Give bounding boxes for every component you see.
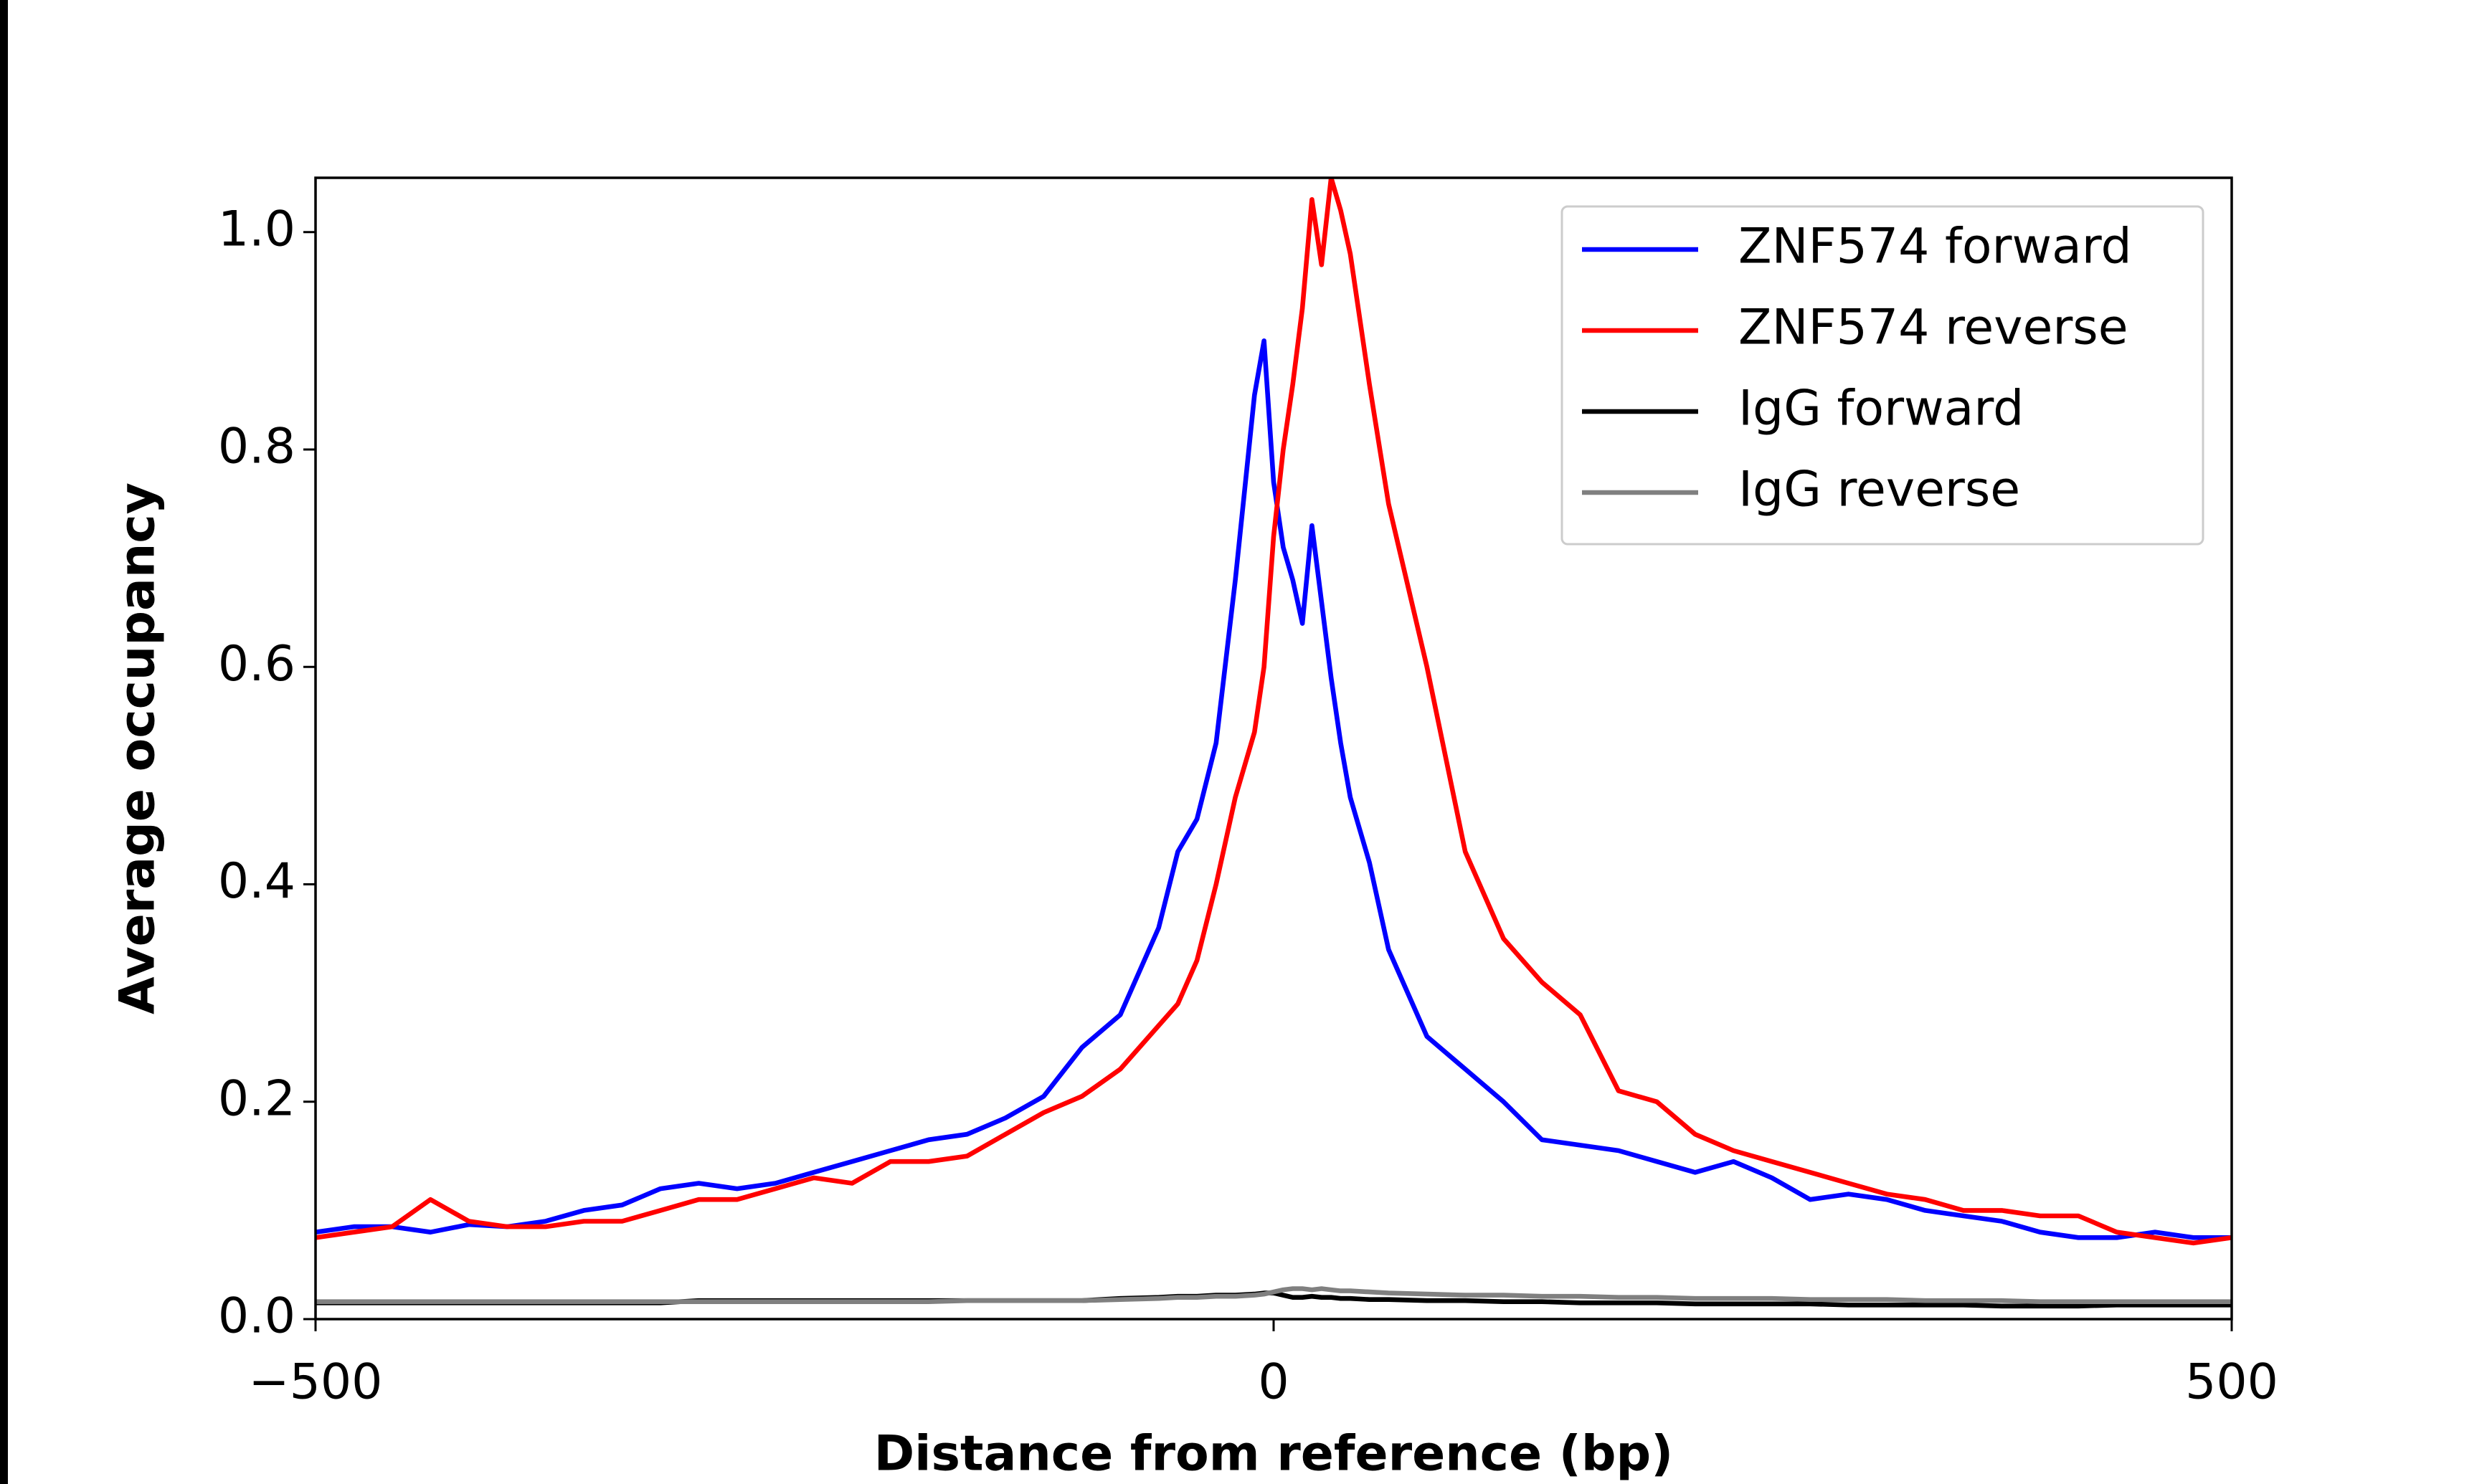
y-tick-label: 1.0 xyxy=(218,201,295,257)
y-tick-label: 0.2 xyxy=(218,1070,295,1127)
y-tick-label: 0.6 xyxy=(218,636,295,693)
y-tick-label: 0.4 xyxy=(218,853,295,910)
x-tick-label: 500 xyxy=(2185,1354,2278,1411)
x-tick-label: −500 xyxy=(249,1354,383,1411)
series-line xyxy=(316,338,2232,1240)
legend-label: IgG forward xyxy=(1738,381,2024,437)
series-line xyxy=(316,178,2232,1246)
y-axis-label: Average occupancy xyxy=(110,482,166,1014)
legend-label: ZNF574 reverse xyxy=(1738,300,2128,356)
plot-frame xyxy=(314,176,2233,1321)
x-tick-label: 0 xyxy=(1258,1354,1289,1411)
y-tick-label: 0.8 xyxy=(218,419,295,475)
series-line xyxy=(316,1286,2232,1304)
edge xyxy=(0,0,8,1484)
legend-box xyxy=(1560,205,2204,546)
legend-label: ZNF574 forward xyxy=(1738,219,2132,275)
y-tick-label: 0.0 xyxy=(218,1288,295,1345)
x-axis-label: Distance from reference (bp) xyxy=(874,1426,1674,1483)
legend-label: IgG reverse xyxy=(1738,462,2020,518)
